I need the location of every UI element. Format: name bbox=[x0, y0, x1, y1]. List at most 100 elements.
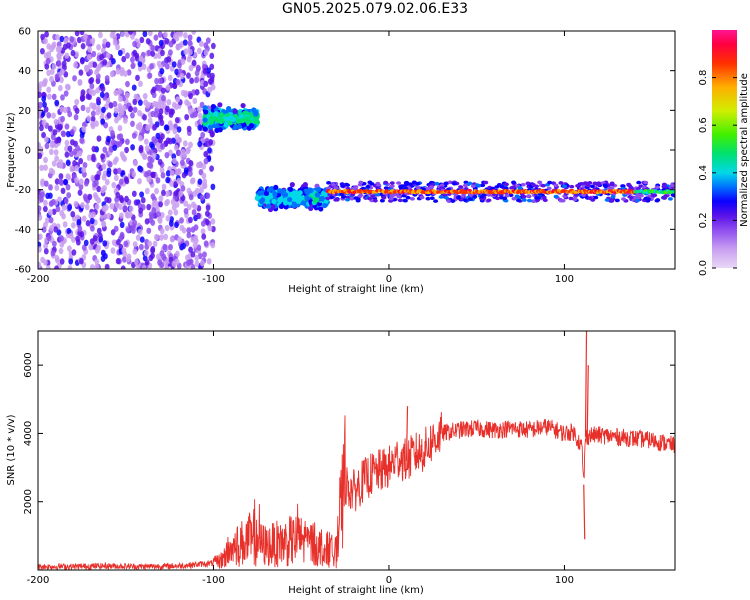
heatmap-ylabel: Frequency (Hz) bbox=[6, 112, 17, 188]
heatmap-cell bbox=[132, 49, 138, 57]
heatmap-cell bbox=[44, 63, 50, 70]
colorbar-ticks: 0.0 0.2 0.4 0.6 0.8 bbox=[698, 70, 737, 276]
heatmap-cell bbox=[79, 231, 85, 238]
heatmap-cell bbox=[96, 96, 101, 104]
snr-spike bbox=[583, 484, 586, 540]
heatmap-cell bbox=[217, 102, 223, 108]
heatmap-cell bbox=[340, 184, 346, 188]
heatmap-cell bbox=[115, 43, 120, 51]
heatmap-cell bbox=[139, 243, 144, 251]
heatmap-cell bbox=[101, 106, 106, 113]
heatmap-cell bbox=[51, 240, 57, 248]
heatmap-cell bbox=[165, 215, 171, 222]
heatmap-cell bbox=[43, 199, 48, 207]
heatmap-cell bbox=[41, 226, 47, 233]
heatmap-cell bbox=[69, 128, 75, 136]
heatmap-cell bbox=[240, 102, 246, 109]
heatmap-cell bbox=[153, 34, 159, 41]
heatmap-cell bbox=[194, 69, 200, 77]
heatmap-cell bbox=[137, 109, 142, 117]
heatmap-cell bbox=[68, 232, 74, 240]
heatmap-cell bbox=[132, 248, 138, 255]
heatmap-cell bbox=[79, 137, 85, 144]
snr-y-axis: 2000 4000 6000 bbox=[23, 352, 675, 514]
heatmap-cell bbox=[205, 204, 211, 211]
heatmap-cell bbox=[521, 198, 527, 202]
heatmap-cell bbox=[106, 212, 112, 220]
heatmap-cell bbox=[443, 195, 449, 200]
heatmap-cell bbox=[38, 152, 43, 160]
heatmap-cell bbox=[95, 174, 101, 181]
heatmap-cell bbox=[483, 180, 489, 185]
heatmap-cell bbox=[166, 99, 172, 106]
heatmap-cell bbox=[60, 94, 65, 101]
heatmap-cell bbox=[40, 191, 45, 198]
heatmap-cell bbox=[191, 59, 197, 67]
heatmap-cell bbox=[51, 41, 57, 48]
heatmap-cell bbox=[43, 37, 48, 45]
heatmap-cell bbox=[43, 248, 49, 255]
heatmap-cell bbox=[145, 102, 151, 109]
heatmap-cell bbox=[138, 146, 144, 154]
heatmap-cell bbox=[72, 160, 77, 167]
heatmap-cell bbox=[109, 70, 115, 78]
heatmap-cell bbox=[100, 85, 106, 93]
heatmap-cell bbox=[94, 258, 100, 265]
heatmap-cell bbox=[134, 258, 139, 266]
heatmap-cell bbox=[521, 194, 527, 199]
heatmap-cell bbox=[209, 131, 215, 138]
heatmap-cell bbox=[291, 190, 298, 196]
heatmap-cell bbox=[251, 107, 257, 113]
heatmap-cell bbox=[456, 195, 462, 200]
heatmap-cell bbox=[96, 197, 102, 204]
heatmap-cell bbox=[149, 141, 154, 148]
heatmap-cell bbox=[203, 240, 209, 247]
heatmap-cell bbox=[650, 193, 656, 198]
heatmap-cell bbox=[389, 184, 395, 188]
heatmap-cell bbox=[96, 227, 102, 235]
heatmap-cell bbox=[52, 129, 58, 136]
heatmap-cell bbox=[94, 263, 100, 269]
heatmap-cell bbox=[89, 102, 95, 109]
heatmap-cell bbox=[49, 68, 55, 75]
heatmap-cell bbox=[260, 197, 266, 203]
heatmap-cell bbox=[40, 33, 46, 41]
heatmap-cell bbox=[199, 259, 205, 267]
heatmap-cell bbox=[546, 186, 552, 191]
heatmap-cell bbox=[218, 112, 224, 118]
heatmap-cell bbox=[173, 144, 179, 151]
heatmap-cell bbox=[562, 184, 568, 189]
heatmap-cell bbox=[190, 251, 196, 258]
heatmap-cell bbox=[514, 194, 520, 198]
heatmap-cell bbox=[115, 238, 121, 246]
heatmap-cell bbox=[183, 48, 189, 55]
heatmap-cell bbox=[53, 149, 59, 156]
heatmap-cell bbox=[438, 195, 444, 199]
heatmap-cell bbox=[121, 55, 127, 63]
heatmap-cell bbox=[142, 114, 147, 121]
colorbar-tick-label: 0.0 bbox=[698, 260, 709, 276]
heatmap-y-tick-label: 40 bbox=[18, 66, 31, 77]
heatmap-cell bbox=[160, 49, 165, 57]
heatmap-cell bbox=[177, 236, 183, 243]
heatmap-cell bbox=[89, 217, 95, 225]
heatmap-cell bbox=[96, 135, 102, 142]
heatmap-cell bbox=[124, 138, 130, 145]
heatmap-cell bbox=[157, 259, 162, 266]
heatmap-cell bbox=[101, 205, 107, 212]
heatmap-cell bbox=[119, 69, 125, 77]
heatmap-cell bbox=[126, 69, 132, 76]
heatmap-cell bbox=[39, 47, 45, 55]
heatmap-cell bbox=[143, 138, 149, 145]
heatmap-cell bbox=[91, 211, 96, 218]
heatmap-cell bbox=[132, 219, 138, 226]
heatmap-cell bbox=[48, 216, 54, 224]
heatmap bbox=[38, 31, 675, 269]
heatmap-cell bbox=[398, 185, 404, 190]
heatmap-cell bbox=[372, 198, 378, 203]
heatmap-cell bbox=[119, 196, 125, 204]
heatmap-cell bbox=[314, 192, 321, 198]
heatmap-cell bbox=[133, 159, 138, 167]
heatmap-cell bbox=[155, 132, 161, 140]
